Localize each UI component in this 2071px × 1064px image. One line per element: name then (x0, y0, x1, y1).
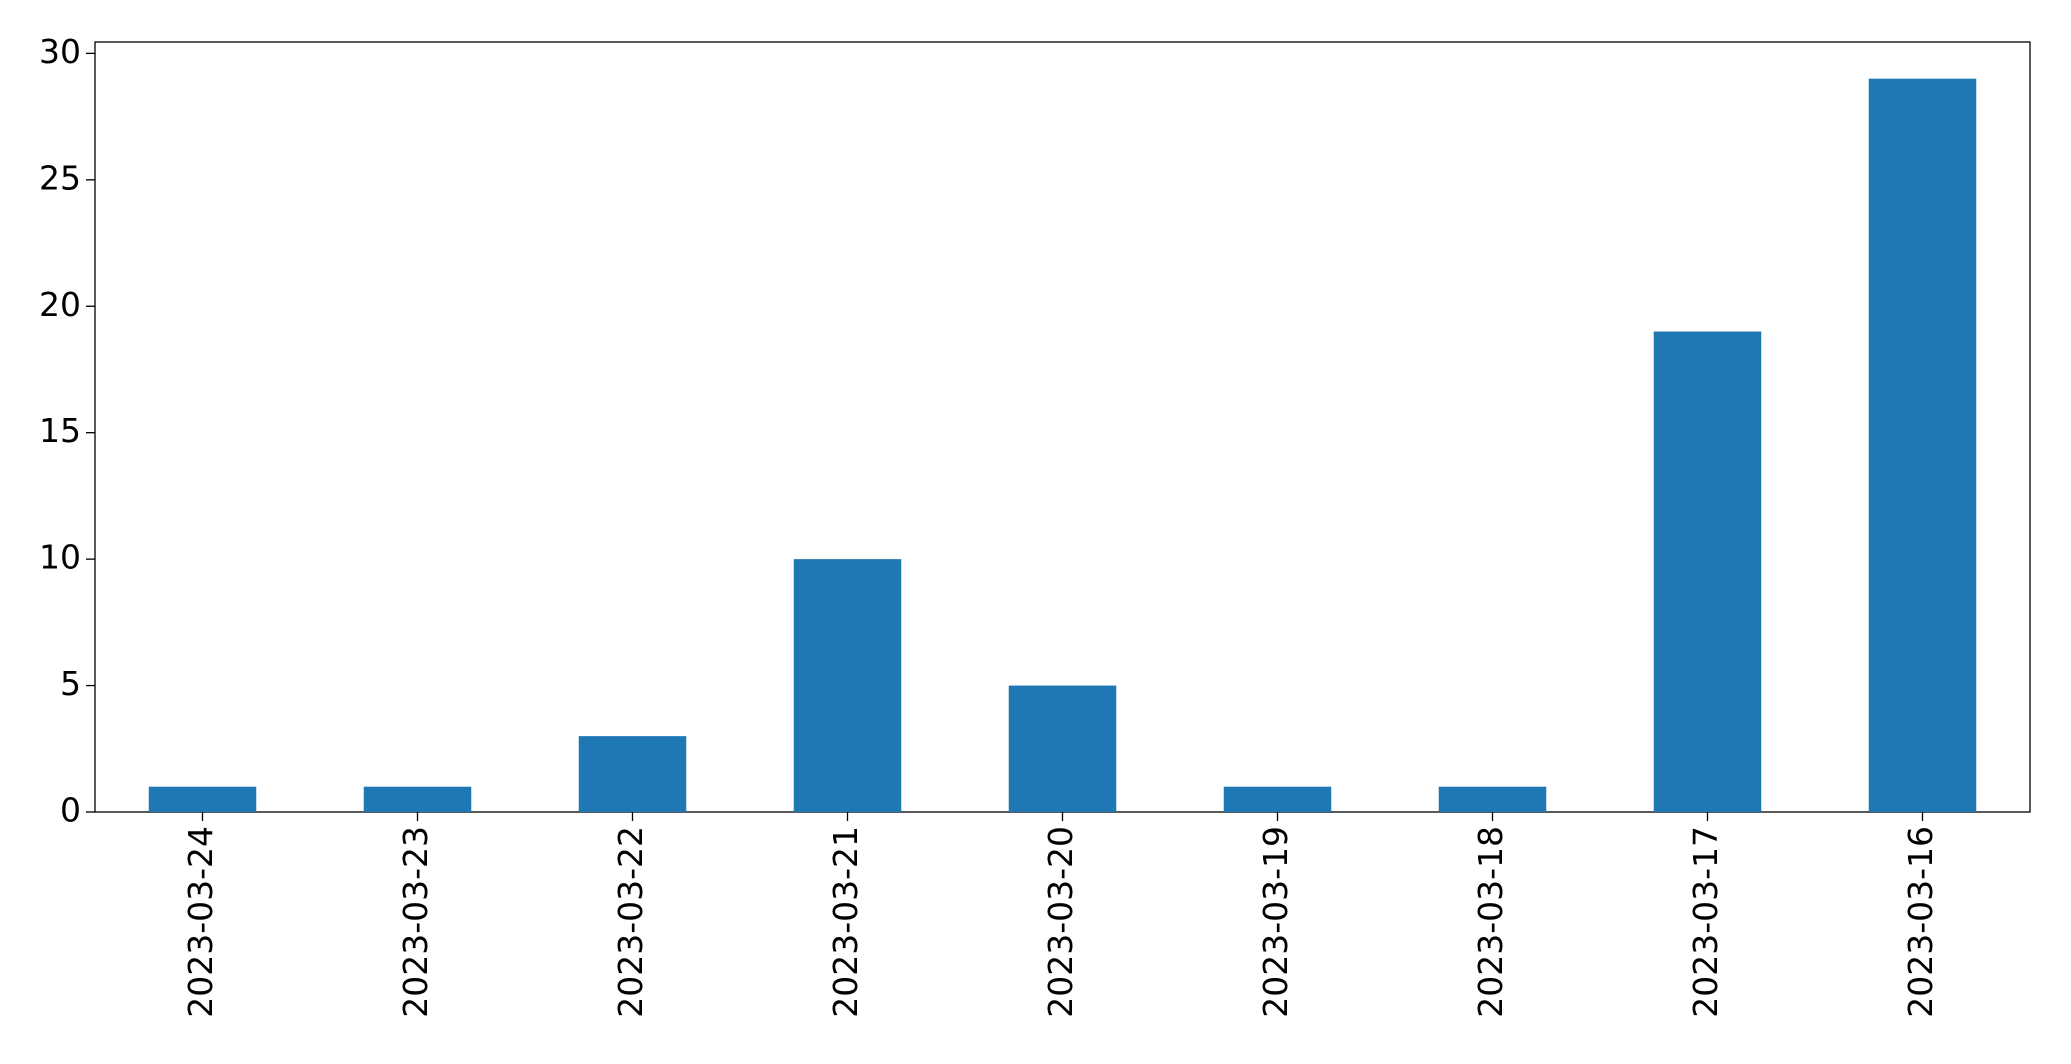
x-tick-label: 2023-03-24 (181, 826, 220, 1018)
y-tick-label: 20 (39, 285, 81, 324)
y-tick-label: 5 (60, 664, 81, 703)
bar (363, 786, 472, 812)
x-tick-label: 2023-03-22 (611, 826, 650, 1018)
x-tick-label: 2023-03-21 (826, 826, 865, 1018)
y-tick-label: 10 (39, 538, 81, 577)
bar (148, 786, 257, 812)
y-tick-label: 15 (39, 411, 81, 450)
y-tick-label: 30 (39, 32, 81, 71)
bar (578, 736, 687, 812)
x-tick-label: 2023-03-18 (1471, 826, 1510, 1018)
bar (793, 559, 902, 812)
x-tick-label: 2023-03-23 (396, 826, 435, 1018)
bar (1653, 331, 1762, 812)
bar (1008, 685, 1117, 812)
bar (1868, 78, 1977, 812)
bar (1223, 786, 1332, 812)
y-tick-label: 25 (39, 158, 81, 197)
x-tick-label: 2023-03-19 (1256, 826, 1295, 1018)
x-tick-label: 2023-03-16 (1901, 826, 1940, 1018)
x-tick-label: 2023-03-20 (1041, 826, 1080, 1018)
y-tick-label: 0 (60, 791, 81, 830)
bar (1438, 786, 1547, 812)
x-tick-label: 2023-03-17 (1686, 826, 1725, 1018)
